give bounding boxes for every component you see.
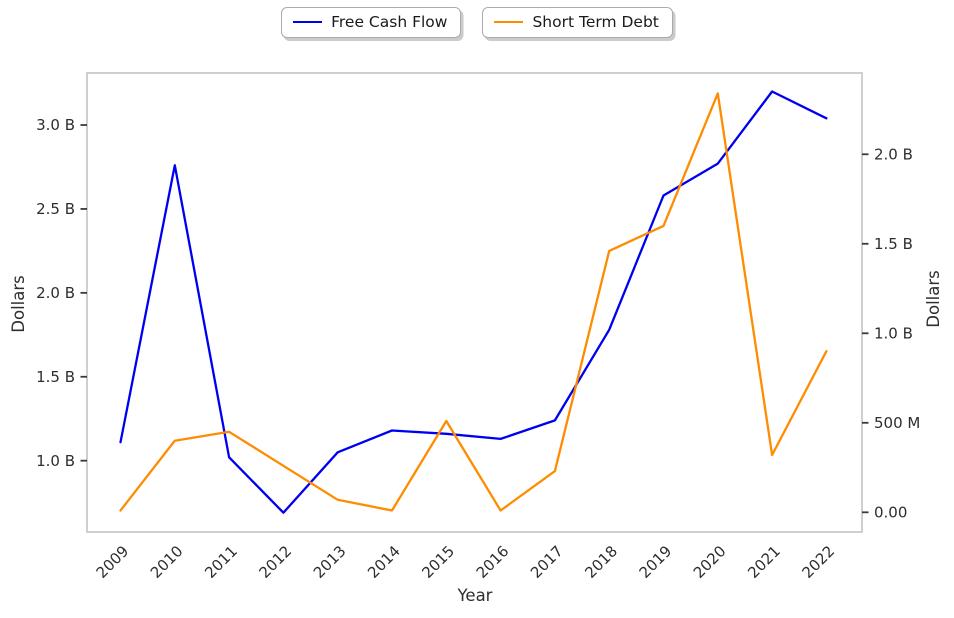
right-axis-ticks: 0.00 500 M 1.0 B 1.5 B 2.0 B: [862, 145, 920, 522]
x-tick-label-2018: 2018: [581, 542, 621, 582]
right-tick-label: 0.00: [874, 504, 907, 522]
short-term-debt-line: [119, 92, 828, 512]
legend-item-short-term-debt: Short Term Debt: [482, 7, 673, 38]
right-tick-label: 1.5 B: [874, 235, 913, 253]
right-tick-label: 2.0 B: [874, 145, 913, 163]
x-tick-label-2013: 2013: [310, 542, 350, 582]
left-axis-title: Dollars: [9, 275, 28, 332]
x-tick-label-2017: 2017: [527, 542, 567, 582]
free-cash-flow-legend-swatch: [293, 21, 323, 23]
x-tick-label-2011: 2011: [201, 542, 241, 582]
short-term-debt-legend-swatch: [494, 21, 524, 23]
left-tick-label: 3.0 B: [36, 116, 75, 134]
x-tick-label-2014: 2014: [364, 542, 404, 582]
x-tick-label-2010: 2010: [147, 542, 187, 582]
free-cash-flow-line: [119, 90, 828, 514]
right-tick-label: 1.0 B: [874, 324, 913, 342]
x-tick-label-2019: 2019: [636, 542, 676, 582]
x-tick-label-2016: 2016: [473, 542, 513, 582]
x-tick-label-2009: 2009: [93, 542, 133, 582]
x-axis-ticks: 2009 2010 2011 2012 2013 2014 2015 2016 2017 2018…: [93, 542, 839, 582]
chart-legend: Free Cash Flow Short Term Debt: [0, 7, 954, 38]
plot-area-frame: [86, 72, 863, 533]
left-axis-ticks: 1.0 B 1.5 B 2.0 B 2.5 B 3.0 B: [36, 116, 87, 470]
right-axis-title: Dollars: [924, 270, 943, 327]
free-cash-flow-legend-label: Free Cash Flow: [331, 13, 448, 31]
legend-item-free-cash-flow: Free Cash Flow: [281, 7, 462, 38]
left-tick-label: 2.0 B: [36, 284, 75, 302]
x-axis-title: Year: [457, 586, 493, 605]
x-tick-label-2021: 2021: [744, 542, 784, 582]
left-tick-label: 1.0 B: [36, 452, 75, 470]
short-term-debt-legend-label: Short Term Debt: [532, 13, 659, 31]
left-tick-label: 2.5 B: [36, 200, 75, 218]
left-tick-label: 1.5 B: [36, 368, 75, 386]
x-tick-label-2020: 2020: [690, 542, 730, 582]
x-tick-label-2022: 2022: [798, 542, 838, 582]
x-tick-label-2012: 2012: [255, 542, 295, 582]
x-tick-label-2015: 2015: [418, 542, 458, 582]
data-series-lines: [119, 90, 828, 514]
right-tick-label: 500 M: [874, 414, 920, 432]
